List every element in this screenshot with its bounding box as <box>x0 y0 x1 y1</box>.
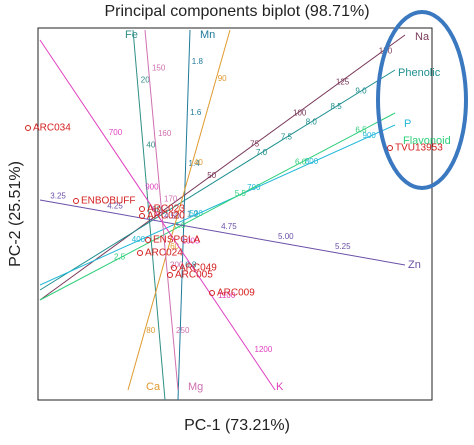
variable-label: Na <box>415 31 430 43</box>
genotype-label: ARC024 <box>145 248 183 259</box>
axis-tick-label: 40 <box>146 140 155 149</box>
axis-tick-label: 800 <box>305 157 319 166</box>
genotype-label: ARC049 <box>179 263 217 274</box>
axis-tick-label: 20 <box>141 76 150 85</box>
axis-tick-label: 7.0 <box>256 148 268 157</box>
genotype-point <box>25 125 31 131</box>
x-axis-label: PC-1 (73.21%) <box>184 417 290 434</box>
chart-title: Principal components biplot (98.71%) <box>104 3 369 20</box>
axis-tick-label: 200 <box>170 260 184 269</box>
variable-axis <box>177 29 191 401</box>
axis-tick-label: 250 <box>176 326 190 335</box>
axis-tick-label: 1000 <box>182 237 200 246</box>
axis-tick-label: 100 <box>293 109 307 118</box>
axis-tick-label: 1.8 <box>192 57 204 66</box>
genotype-label: ARC034 <box>33 123 71 134</box>
genotype-label: ARC023 <box>147 204 185 215</box>
genotype-point <box>387 145 393 151</box>
genotype-label: ENBOBUFF <box>81 196 135 207</box>
variable-axis <box>132 29 166 401</box>
genotype-point <box>209 290 215 296</box>
genotype-label: ENSPGLA <box>153 235 201 246</box>
genotype-point <box>171 265 177 271</box>
axis-tick-label: 1.4 <box>189 159 201 168</box>
axis-tick-label: 4.75 <box>221 222 237 231</box>
genotype-point <box>139 206 145 212</box>
axis-tick-label: 2.5 <box>114 253 126 262</box>
axis-tick-label: 170 <box>164 195 178 204</box>
axis-tick-label: 900 <box>363 131 377 140</box>
genotype-point <box>73 198 79 204</box>
variable-label: Ca <box>146 381 161 393</box>
axis-tick-label: 8.0 <box>306 117 318 126</box>
variable-label: K <box>276 381 284 393</box>
variable-axis <box>144 29 179 391</box>
axis-tick-label: 1100 <box>218 291 236 300</box>
variable-axis <box>39 112 396 301</box>
highlight-ellipse <box>376 10 468 190</box>
axis-tick-label: 3.25 <box>50 191 66 200</box>
variable-label: Mg <box>188 381 203 393</box>
variable-axes: Fe204060Mn1.81.61.41.20.8Na1501251007550… <box>39 29 451 401</box>
axis-tick-label: 5.00 <box>278 232 294 241</box>
axis-tick-label: 7.5 <box>281 133 293 142</box>
axis-tick-label: 6.0 <box>295 157 307 166</box>
variable-axis <box>39 199 406 266</box>
genotype-point <box>137 250 143 256</box>
axis-tick-label: 5.5 <box>235 189 247 198</box>
axis-tick-label: 80 <box>146 326 155 335</box>
genotype-point <box>145 237 151 243</box>
axis-tick-label: 90 <box>218 74 227 83</box>
variable-label: Fe <box>125 29 138 41</box>
axis-tick-label: 60 <box>170 242 179 251</box>
genotype-point <box>167 272 173 278</box>
variable-axis <box>127 29 231 391</box>
genotype-label: TVU13953 <box>395 143 443 154</box>
axis-tick-label: 900 <box>145 182 159 191</box>
genotype-point <box>139 213 145 219</box>
axis-tick-label: 125 <box>336 77 350 86</box>
axis-tick-label: 60 <box>152 205 161 214</box>
genotype-label: ARC009 <box>217 288 255 299</box>
genotype-label: ARC020 <box>147 211 185 222</box>
variable-label: P <box>404 118 411 130</box>
variable-axis <box>39 39 276 391</box>
axis-tick-label: 4.50 <box>164 212 180 221</box>
variable-label: Phenolic <box>398 67 441 79</box>
axis-tick-label: 75 <box>250 140 259 149</box>
axis-tick-label: 1.6 <box>190 108 202 117</box>
axis-tick-label: 150 <box>152 63 166 72</box>
axis-tick-label: 500 <box>189 209 203 218</box>
variable-label: Flavonoid <box>403 135 451 147</box>
variable-axis <box>39 34 406 301</box>
axis-tick-label: 400 <box>132 235 146 244</box>
variable-axis <box>39 69 396 291</box>
axis-tick-label: 40 <box>194 158 203 167</box>
axis-tick-label: 8.5 <box>331 102 343 111</box>
axis-tick-label: 1200 <box>255 345 273 354</box>
variable-axis <box>39 124 396 286</box>
axis-tick-label: 160 <box>158 129 172 138</box>
axis-tick-label: 4.25 <box>107 202 123 211</box>
variable-label: Mn <box>200 29 215 41</box>
axis-tick-label: 700 <box>109 128 123 137</box>
axis-tick-label: 6.5 <box>355 126 367 135</box>
axis-tick-label: 50 <box>207 171 216 180</box>
variable-label: Zn <box>408 259 421 271</box>
axis-tick-label: 5.25 <box>335 242 351 251</box>
genotype-label: ARC005 <box>175 270 213 281</box>
y-axis-label: PC-2 (25.51%) <box>7 161 24 267</box>
plot-frame <box>37 27 433 401</box>
axis-tick-label: 9.0 <box>355 87 367 96</box>
axis-tick-label: 1.2 <box>187 210 199 219</box>
